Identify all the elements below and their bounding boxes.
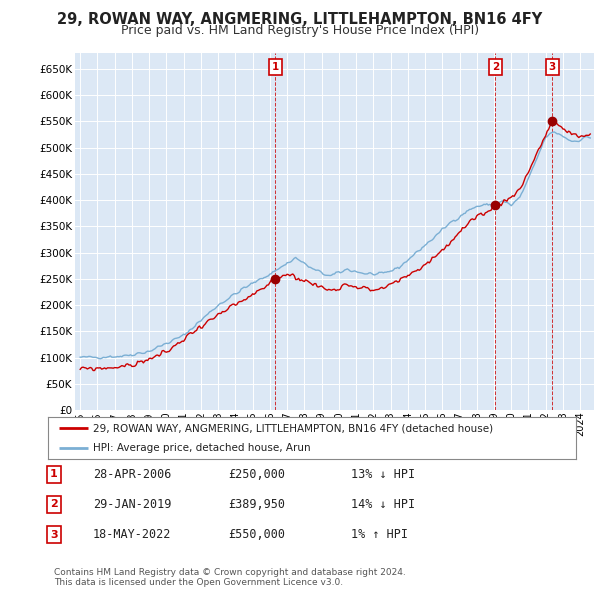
Text: £550,000: £550,000: [228, 528, 285, 541]
Text: Contains HM Land Registry data © Crown copyright and database right 2024.
This d: Contains HM Land Registry data © Crown c…: [54, 568, 406, 587]
Text: 2: 2: [50, 500, 58, 509]
Text: 1: 1: [50, 470, 58, 479]
Text: 3: 3: [548, 62, 556, 72]
Text: 1% ↑ HPI: 1% ↑ HPI: [351, 528, 408, 541]
Text: 1: 1: [272, 62, 279, 72]
Text: 18-MAY-2022: 18-MAY-2022: [93, 528, 172, 541]
Text: 2: 2: [492, 62, 499, 72]
Text: 29, ROWAN WAY, ANGMERING, LITTLEHAMPTON, BN16 4FY (detached house): 29, ROWAN WAY, ANGMERING, LITTLEHAMPTON,…: [93, 424, 493, 434]
Text: Price paid vs. HM Land Registry's House Price Index (HPI): Price paid vs. HM Land Registry's House …: [121, 24, 479, 37]
Text: £389,950: £389,950: [228, 498, 285, 511]
Text: 13% ↓ HPI: 13% ↓ HPI: [351, 468, 415, 481]
Text: 3: 3: [50, 530, 58, 539]
Text: 29-JAN-2019: 29-JAN-2019: [93, 498, 172, 511]
Text: 29, ROWAN WAY, ANGMERING, LITTLEHAMPTON, BN16 4FY: 29, ROWAN WAY, ANGMERING, LITTLEHAMPTON,…: [58, 12, 542, 27]
Text: HPI: Average price, detached house, Arun: HPI: Average price, detached house, Arun: [93, 443, 311, 453]
Text: 28-APR-2006: 28-APR-2006: [93, 468, 172, 481]
Text: £250,000: £250,000: [228, 468, 285, 481]
Text: 14% ↓ HPI: 14% ↓ HPI: [351, 498, 415, 511]
